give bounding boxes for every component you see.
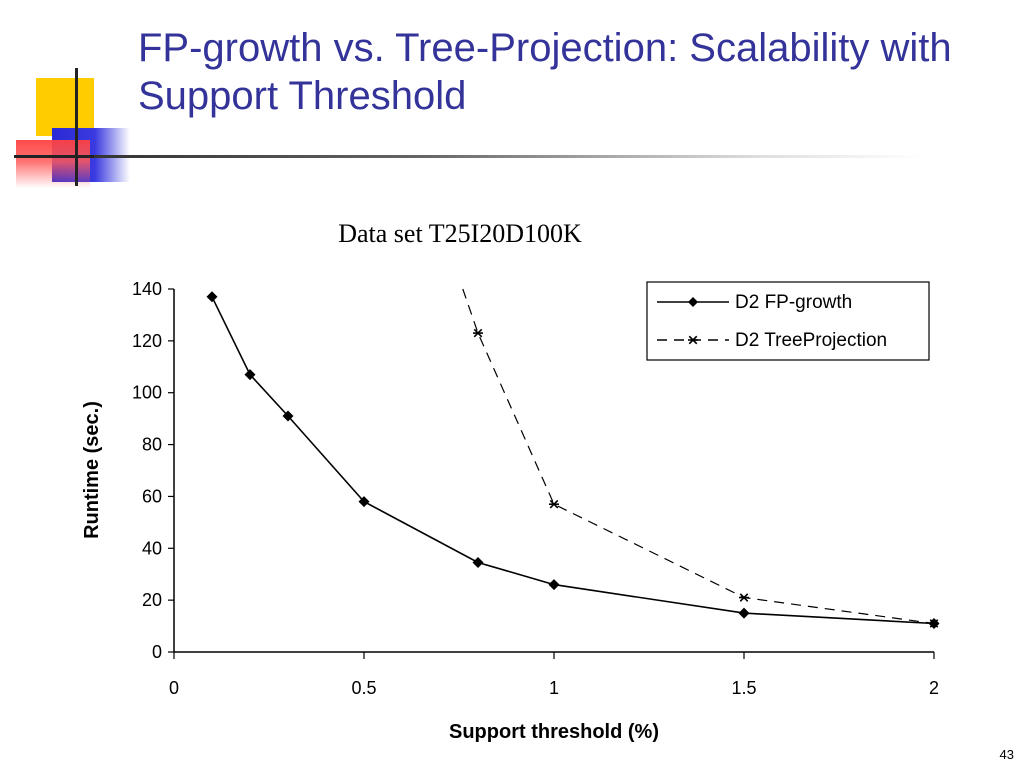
legend: D2 FP-growth D2 TreeProjection [646, 281, 930, 361]
y-axis-label: Runtime (sec.) [81, 401, 103, 539]
y-tick-label: 100 [132, 383, 162, 403]
x-tick-label: 0.5 [351, 678, 376, 698]
data-point-diamond [282, 410, 294, 422]
chart-title: Data set T25I20D100K [338, 219, 582, 248]
y-tick-label: 120 [132, 331, 162, 351]
decor-vertical-line [75, 68, 78, 186]
x-tick-label: 2 [929, 678, 939, 698]
data-point-star [739, 593, 749, 602]
legend-label: D2 FP-growth [735, 292, 852, 313]
decor-horizontal-line-left [14, 155, 94, 158]
plot-area [206, 288, 940, 629]
legend-label: D2 TreeProjection [735, 330, 887, 351]
legend-marker [688, 297, 698, 307]
data-point-diamond [548, 579, 560, 591]
legend-item: D2 TreeProjection [657, 330, 887, 351]
series-line [211, 296, 935, 625]
data-point-diamond [472, 557, 484, 569]
data-point-star [473, 328, 483, 338]
x-tick-label: 1 [549, 678, 559, 698]
legend-item: D2 FP-growth [657, 292, 852, 313]
data-point-diamond [358, 496, 370, 508]
x-tick-label: 1.5 [731, 678, 756, 698]
y-tick-label: 80 [142, 435, 162, 455]
y-tick-label: 40 [142, 538, 162, 558]
title-underline [94, 155, 924, 158]
series-treeprojection [462, 288, 939, 628]
y-tick-label: 0 [152, 642, 162, 662]
y-tick-label: 140 [132, 279, 162, 299]
decor-yellow-square [36, 78, 94, 136]
data-point-star [929, 619, 939, 628]
axes: 0 20 40 60 80 100 120 140 0 0.5 1 1.5 2 [132, 279, 939, 698]
y-tick-label: 20 [142, 590, 162, 610]
x-tick-label: 0 [169, 678, 179, 698]
page-number: 43 [999, 747, 1014, 762]
slide-title: FP-growth vs. Tree-Projection: Scalabili… [138, 26, 952, 118]
data-point-star [549, 499, 559, 509]
x-axis-label: Support threshold (%) [449, 721, 659, 743]
data-point-diamond [244, 369, 256, 381]
legend-marker [688, 335, 698, 345]
data-point-diamond [738, 607, 750, 619]
data-point-diamond [206, 291, 218, 303]
legend-box [646, 281, 930, 361]
y-tick-label: 60 [142, 486, 162, 506]
